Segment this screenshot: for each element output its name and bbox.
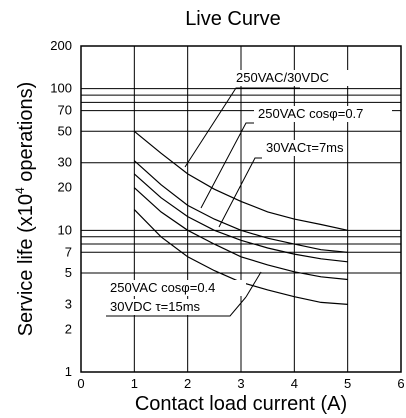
annotation-leader-5 <box>106 296 247 317</box>
y-axis-label-main: Service life (x10 <box>15 194 37 336</box>
y-tick-label: 5 <box>65 265 72 280</box>
annotation-label-3: 30VACτ=7ms <box>266 140 344 155</box>
annotation-leader-3 <box>218 157 262 228</box>
x-tick-label: 2 <box>184 376 191 391</box>
x-tick-label: 4 <box>291 376 298 391</box>
annotation-box-4 <box>106 280 246 296</box>
y-tick-label: 200 <box>50 38 72 53</box>
annotation-label-2: 250VAC cosφ=0.7 <box>258 106 363 121</box>
y-tick-label: 70 <box>58 103 72 118</box>
x-tick-label: 5 <box>344 376 351 391</box>
series-curve-1 <box>133 130 348 231</box>
annotation-box-1 <box>232 70 352 86</box>
y-axis-label-sup: 4 <box>13 187 27 194</box>
grid <box>81 46 401 372</box>
x-tick-labels: 0 1 2 3 4 5 6 <box>77 376 404 391</box>
annotation-leaders <box>106 87 300 317</box>
y-axis-label-tail: operations) <box>15 82 37 188</box>
x-tick-label: 6 <box>397 376 404 391</box>
y-tick-label: 1 <box>65 364 72 379</box>
x-tick-label: 3 <box>237 376 244 391</box>
y-tick-label: 30 <box>58 155 72 170</box>
y-tick-label: 50 <box>58 123 72 138</box>
y-tick-label: 2 <box>65 321 72 336</box>
x-tick-label: 0 <box>77 376 84 391</box>
annotation-leader-4 <box>245 271 262 298</box>
annotation-leader-1 <box>184 87 300 168</box>
annotation-label-1: 250VAC/30VDC <box>236 70 329 85</box>
y-tick-labels: 1 2 3 5 7 10 20 30 50 70 100 200 <box>50 38 72 379</box>
annotation-leader-2 <box>200 122 254 209</box>
annotation-box-5 <box>106 299 226 315</box>
x-axis-label: Contact load current (A) <box>135 393 347 415</box>
plot-frame <box>80 45 402 373</box>
x-tick-label: 1 <box>131 376 138 391</box>
annotation-box-3 <box>262 140 342 156</box>
y-tick-label: 7 <box>65 244 72 259</box>
series-curve-4 <box>133 187 348 281</box>
y-tick-label: 100 <box>50 81 72 96</box>
annotation-label-4: 250VAC cosφ=0.4 <box>110 280 215 295</box>
y-tick-label: 10 <box>58 222 72 237</box>
chart-title: Live Curve <box>185 8 281 30</box>
y-tick-label: 20 <box>58 180 72 195</box>
series-curve-3 <box>133 173 348 263</box>
annotations: 250VAC/30VDC 250VAC cosφ=0.7 30VACτ=7ms 250… <box>106 70 392 315</box>
series-curve-2 <box>133 160 348 253</box>
y-tick-label: 3 <box>65 296 72 311</box>
annotation-label-5: 30VDC τ=15ms <box>110 299 201 314</box>
y-axis-label: Service life (x104 operations) <box>13 82 37 337</box>
annotation-box-2 <box>254 106 392 122</box>
